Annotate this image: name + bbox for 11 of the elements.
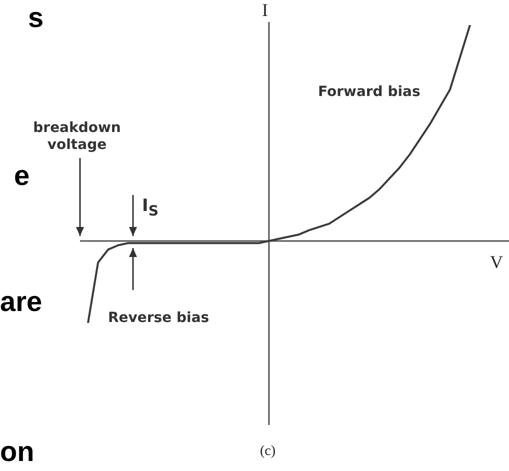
text: are — [0, 286, 42, 318]
text: (c) — [260, 444, 276, 460]
text: on — [0, 436, 34, 468]
text: e — [14, 160, 30, 192]
annotation: Reverse bias — [108, 310, 210, 327]
annotation: Forward bias — [318, 84, 420, 101]
text: s — [28, 2, 44, 34]
annotation: I$_{S}$ — [142, 196, 159, 220]
y-axis-title: I — [262, 0, 268, 21]
x-axis-title: V — [490, 252, 503, 273]
annotation: breakdown voltage — [32, 120, 122, 154]
